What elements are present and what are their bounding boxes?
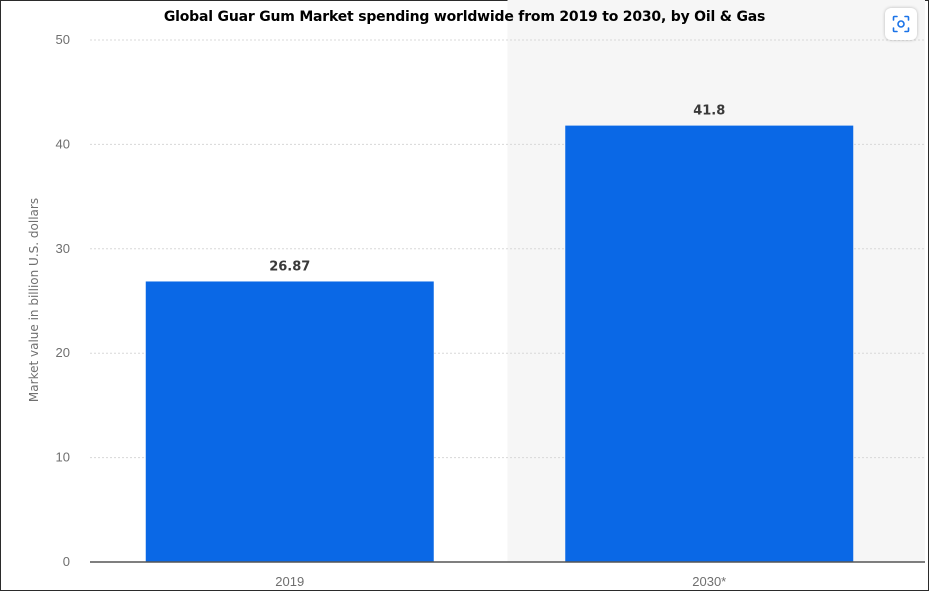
scan-button[interactable]: [885, 8, 917, 40]
y-tick-label: 20: [56, 345, 70, 360]
value-labels: 26.87 41.8: [269, 104, 725, 275]
y-tick-label: 40: [56, 136, 70, 151]
scan-icon: [892, 15, 910, 33]
y-tick-label: 10: [56, 450, 70, 465]
y-tick-label: 0: [63, 554, 70, 569]
x-tick-label: 2030*: [692, 574, 726, 589]
bars: [145, 125, 854, 562]
gridlines: [90, 39, 925, 459]
chart-title: Global Guar Gum Market spending worldwid…: [163, 9, 766, 25]
y-axis-label: Market value in billion U.S. dollars: [27, 198, 41, 402]
y-tick-label: 30: [56, 241, 70, 256]
x-axis-ticks: 2019 2030*: [275, 574, 726, 589]
bar-value-label: 26.87: [269, 259, 310, 274]
bar-value-label: 41.8: [693, 104, 725, 119]
y-tick-label: 50: [56, 32, 70, 47]
y-axis-ticks: 0 10 20 30 40 50: [56, 32, 70, 569]
x-tick-label: 2019: [275, 574, 304, 589]
bar-2030: [565, 125, 854, 562]
bar-2019: [145, 281, 434, 562]
